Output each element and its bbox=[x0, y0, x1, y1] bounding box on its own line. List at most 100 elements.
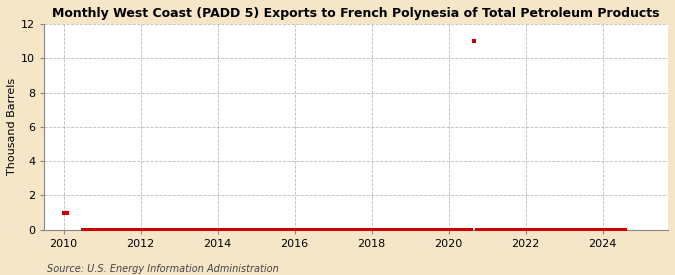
Point bbox=[581, 228, 592, 232]
Point bbox=[180, 228, 191, 232]
Point bbox=[138, 228, 149, 232]
Point bbox=[597, 228, 608, 232]
Point bbox=[437, 228, 448, 232]
Point bbox=[479, 228, 489, 232]
Point bbox=[157, 228, 168, 232]
Point bbox=[600, 228, 611, 232]
Point bbox=[80, 228, 91, 232]
Point bbox=[431, 228, 441, 232]
Point bbox=[537, 228, 547, 232]
Point bbox=[155, 228, 165, 232]
Point bbox=[315, 228, 326, 232]
Point bbox=[347, 228, 358, 232]
Point bbox=[575, 228, 586, 232]
Point bbox=[398, 228, 409, 232]
Point bbox=[530, 228, 541, 232]
Point bbox=[572, 228, 583, 232]
Point bbox=[302, 228, 313, 232]
Point bbox=[491, 228, 502, 232]
Point bbox=[325, 228, 335, 232]
Point bbox=[514, 228, 524, 232]
Point bbox=[109, 228, 120, 232]
Point bbox=[466, 228, 477, 232]
Point bbox=[620, 228, 630, 232]
Point bbox=[366, 228, 377, 232]
Point bbox=[376, 228, 387, 232]
Point bbox=[84, 228, 95, 232]
Point bbox=[494, 228, 505, 232]
Point bbox=[202, 228, 213, 232]
Title: Monthly West Coast (PADD 5) Exports to French Polynesia of Total Petroleum Produ: Monthly West Coast (PADD 5) Exports to F… bbox=[53, 7, 660, 20]
Point bbox=[402, 228, 412, 232]
Point bbox=[562, 228, 572, 232]
Point bbox=[334, 228, 345, 232]
Point bbox=[257, 228, 268, 232]
Point bbox=[552, 228, 563, 232]
Point bbox=[331, 228, 342, 232]
Point bbox=[305, 228, 316, 232]
Point bbox=[408, 228, 418, 232]
Point bbox=[533, 228, 543, 232]
Point bbox=[270, 228, 281, 232]
Point bbox=[546, 228, 557, 232]
Point bbox=[417, 228, 428, 232]
Point bbox=[113, 228, 124, 232]
Point bbox=[254, 228, 265, 232]
Point bbox=[148, 228, 159, 232]
Point bbox=[292, 228, 303, 232]
Point bbox=[591, 228, 601, 232]
Point bbox=[411, 228, 422, 232]
Point bbox=[94, 228, 105, 232]
Point bbox=[308, 228, 319, 232]
Point bbox=[616, 228, 627, 232]
Text: Source: U.S. Energy Information Administration: Source: U.S. Energy Information Administ… bbox=[47, 264, 279, 274]
Point bbox=[190, 228, 200, 232]
Point bbox=[350, 228, 361, 232]
Point bbox=[440, 228, 451, 232]
Point bbox=[610, 228, 621, 232]
Point bbox=[443, 228, 454, 232]
Point bbox=[485, 228, 495, 232]
Point bbox=[119, 228, 130, 232]
Point bbox=[482, 228, 493, 232]
Point bbox=[219, 228, 230, 232]
Point bbox=[523, 228, 534, 232]
Point bbox=[501, 228, 512, 232]
Point bbox=[177, 228, 188, 232]
Point bbox=[61, 210, 72, 215]
Point bbox=[594, 228, 605, 232]
Point bbox=[283, 228, 294, 232]
Point bbox=[363, 228, 374, 232]
Point bbox=[206, 228, 217, 232]
Point bbox=[164, 228, 175, 232]
Point bbox=[228, 228, 239, 232]
Point bbox=[321, 228, 332, 232]
Point bbox=[126, 228, 136, 232]
Point bbox=[186, 228, 197, 232]
Point bbox=[151, 228, 162, 232]
Point bbox=[296, 228, 306, 232]
Point bbox=[614, 228, 624, 232]
Point bbox=[171, 228, 182, 232]
Point bbox=[273, 228, 284, 232]
Point bbox=[58, 210, 69, 215]
Point bbox=[556, 228, 566, 232]
Point bbox=[263, 228, 274, 232]
Point bbox=[87, 228, 98, 232]
Point bbox=[385, 228, 396, 232]
Point bbox=[504, 228, 515, 232]
Point bbox=[587, 228, 598, 232]
Point bbox=[578, 228, 589, 232]
Point bbox=[510, 228, 521, 232]
Point bbox=[261, 228, 271, 232]
Point bbox=[344, 228, 354, 232]
Point bbox=[248, 228, 259, 232]
Point bbox=[311, 228, 322, 232]
Point bbox=[565, 228, 576, 232]
Point bbox=[122, 228, 133, 232]
Point bbox=[244, 228, 255, 232]
Point bbox=[568, 228, 579, 232]
Point bbox=[603, 228, 614, 232]
Point bbox=[405, 228, 416, 232]
Point bbox=[103, 228, 114, 232]
